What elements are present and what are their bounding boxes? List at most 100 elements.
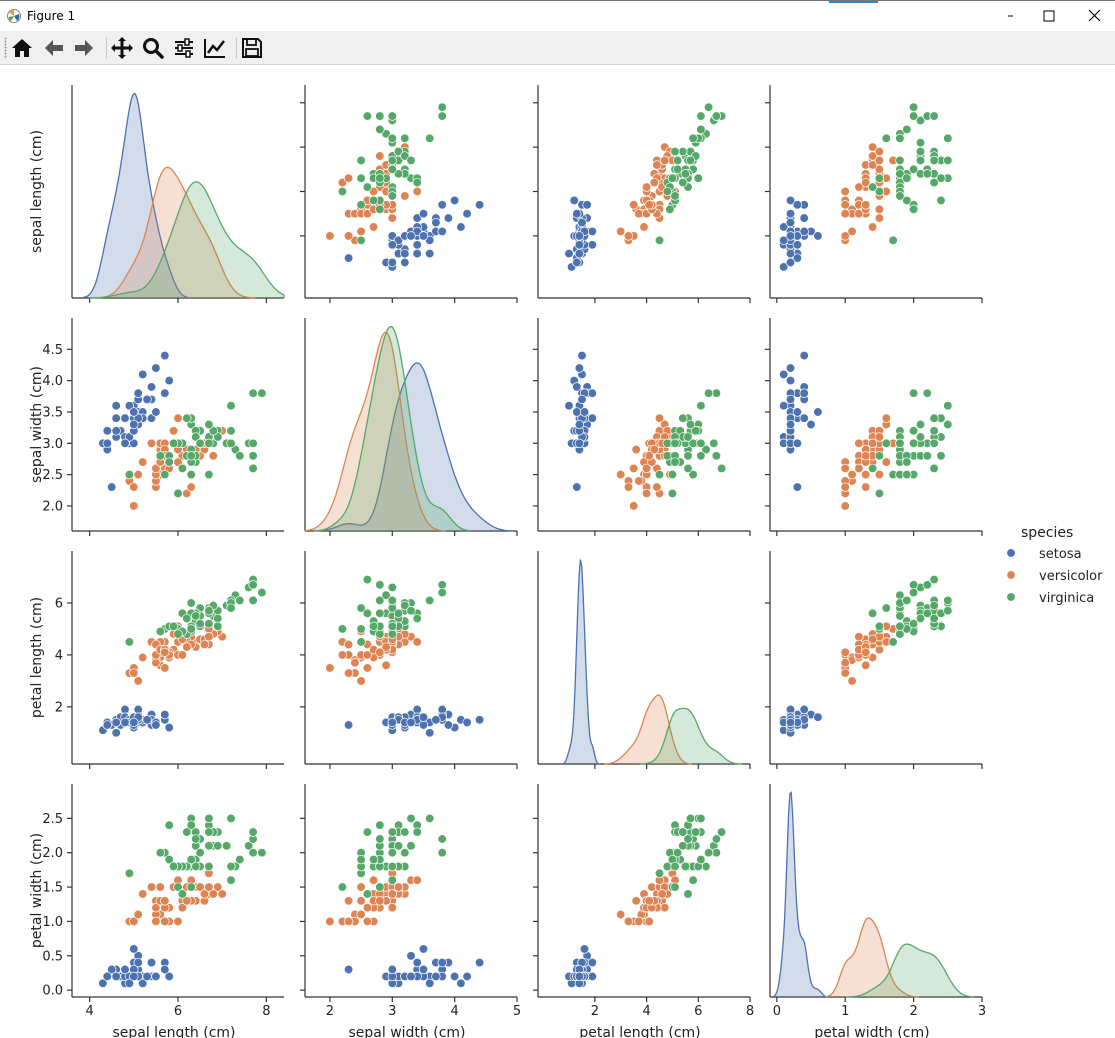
scatter-point-setosa [387,257,397,268]
scatter-point-versicolor [867,634,878,644]
scatter-point-virginica [696,451,706,461]
minimize-button[interactable] [1008,4,1054,30]
title-bar: Figure 1 [0,0,1115,31]
scatter-point-virginica [943,401,953,411]
x-tick-label: 4 [86,1004,94,1019]
scatter-point-virginica [155,848,165,858]
scatter-point-virginica [387,133,397,143]
scatter-point-versicolor [368,875,379,885]
maximize-button[interactable] [1026,4,1072,30]
scatter-point-versicolor [375,896,385,906]
scatter-point-setosa [806,419,816,430]
scatter-point-setosa [164,971,174,982]
scatter-point-setosa [564,248,574,259]
x-tick-label: 6 [174,1004,182,1019]
scatter-point-setosa [133,704,143,715]
scatter-point-virginica [685,419,696,430]
scatter-point-virginica [895,191,905,201]
kde-curve-versicolor [304,331,447,532]
scatter-point-setosa [142,715,152,725]
scatter-point-setosa [779,222,789,232]
scatter-point-virginica [221,841,232,851]
scatter-point-setosa [343,720,354,730]
toolbar-grip[interactable] [4,37,7,59]
scatter-point-versicolor [343,639,354,650]
scatter-point-virginica [683,834,693,844]
scatter-point-versicolor [652,160,662,170]
scatter-point-setosa [133,957,143,968]
scatter-point-virginica [908,102,919,112]
scatter-point-versicolor [362,903,373,913]
scatter-point-setosa [425,248,435,259]
save-button[interactable] [240,36,264,60]
scatter-point-virginica [670,191,680,201]
zoom-button[interactable] [141,36,165,60]
scatter-point-virginica [412,827,422,837]
scatter-point-setosa [129,944,139,954]
configure-subplots-button[interactable] [172,36,196,60]
forward-button[interactable] [72,36,96,60]
toolbar-separator [106,37,107,59]
scatter-point-virginica [922,388,932,398]
scatter-point-versicolor [129,916,139,927]
scatter-point-virginica [356,603,366,613]
scatter-point-virginica [672,848,683,858]
scatter-point-virginica [393,146,404,157]
legend-label-versicolor: versicolor [1039,569,1103,584]
scatter-point-versicolor [616,226,626,237]
scatter-point-setosa [474,957,485,968]
scatter-point-setosa [107,482,117,492]
scatter-point-virginica [387,827,397,837]
scatter-point-setosa [587,413,597,423]
scatter-point-setosa [142,971,152,982]
scatter-point-virginica [375,111,385,121]
close-button[interactable] [1072,4,1115,30]
scatter-point-setosa [779,369,789,380]
scatter-point-versicolor [644,451,654,461]
scatter-point-setosa [799,388,809,398]
home-button[interactable] [10,36,34,60]
scatter-point-setosa [418,231,429,241]
x-axis-label: petal width (cm) [814,1025,929,1038]
scatter-point-versicolor [644,916,654,927]
scatter-point-setosa [574,438,585,448]
scatter-point-setosa [792,240,803,250]
legend-marker-virginica [1006,592,1016,602]
panel-0-0 [71,85,285,303]
legend-marker-versicolor [1006,570,1016,580]
y-tick-label: 4 [55,648,63,663]
scatter-point-virginica [204,841,214,851]
scatter-point-setosa [418,712,429,722]
x-tick-label: 3 [388,1004,396,1019]
scatter-point-virginica [182,827,192,837]
scatter-point-versicolor [151,658,161,668]
scatter-point-setosa [785,363,796,373]
scatter-point-virginica [124,637,135,647]
scatter-point-versicolor [840,647,850,657]
scatter-point-setosa [111,971,121,982]
scatter-point-versicolor [641,182,652,192]
scatter-point-setosa [437,200,447,210]
scatter-point-virginica [393,608,404,618]
scatter-point-versicolor [387,889,397,899]
scatter-point-virginica [406,606,416,616]
scatter-point-virginica [685,813,696,824]
scatter-point-virginica [387,621,397,631]
x-tick-label: 3 [978,1004,986,1019]
scatter-point-virginica [683,432,693,442]
edit-axes-button[interactable] [203,36,227,60]
scatter-point-setosa [574,240,585,250]
scatter-point-versicolor [854,632,864,642]
scatter-point-setosa [387,240,397,250]
scatter-point-setosa [582,200,592,210]
pan-button[interactable] [110,36,134,60]
scatter-point-setosa [587,226,597,237]
scatter-point-virginica [881,603,891,613]
scatter-point-virginica [387,582,397,593]
scatter-point-setosa [437,226,447,237]
scatter-point-versicolor [173,413,183,423]
scatter-point-virginica [204,619,214,629]
scatter-point-versicolor [867,222,878,232]
back-button[interactable] [42,36,66,60]
scatter-point-setosa [418,944,429,954]
